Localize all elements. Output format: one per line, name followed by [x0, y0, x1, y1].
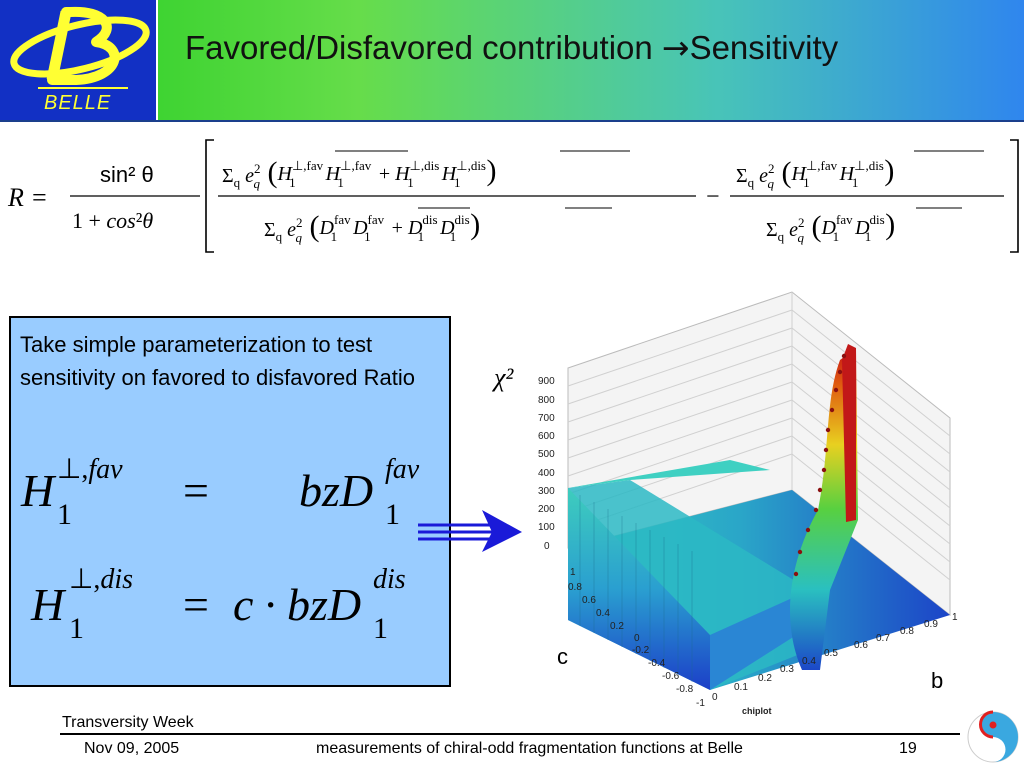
- svg-text:⊥,fav: ⊥,fav: [57, 454, 123, 485]
- z-tick: 200: [538, 504, 555, 515]
- b-tick: 0.1: [734, 682, 748, 693]
- formula-minus: −: [706, 184, 720, 210]
- c-tick: -0.8: [676, 684, 694, 695]
- b-tick: 0.3: [780, 664, 794, 675]
- b-tick: 0.4: [802, 656, 816, 667]
- x-axis-title: chiplot: [742, 706, 772, 716]
- svg-text:bzD: bzD: [287, 579, 361, 630]
- svg-text:1: 1: [69, 612, 84, 645]
- svg-text:=: =: [183, 465, 209, 516]
- b-tick: 0.9: [924, 619, 938, 630]
- svg-text:H: H: [20, 465, 57, 516]
- z-tick: 400: [538, 468, 555, 479]
- footer-event: Transversity Week: [62, 714, 194, 731]
- svg-text:c: c: [233, 579, 253, 630]
- z-tick: 600: [538, 431, 555, 442]
- formula-term2-num: Σq e2 q (H⊥,fav 1 H⊥,dis 1): [736, 154, 894, 191]
- b-tick: 0.5: [824, 648, 838, 659]
- c-tick: -0.4: [648, 658, 666, 669]
- slide-title-arrow: →: [661, 28, 690, 67]
- z-tick: 500: [538, 449, 555, 460]
- c-tick: 1: [570, 567, 576, 578]
- belle-logo-text: BELLE: [44, 92, 112, 114]
- parameterization-box: Take simple parameterization to test sen…: [9, 316, 451, 687]
- c-tick: 0.2: [610, 621, 624, 632]
- b-axis-ticks: 0 0.1 0.2 0.3 0.4 0.5 0.6 0.7 0.8 0.9 1: [712, 612, 958, 703]
- surface-floor: [568, 460, 950, 690]
- c-axis-ticks: 1 0.8 0.6 0.4 0.2 0 -0.2 -0.4 -0.6 -0.8 …: [568, 567, 705, 709]
- b-tick: 0.6: [854, 640, 868, 651]
- double-arrow-icon: [418, 510, 522, 552]
- slide-title-tail: Sensitivity: [689, 29, 839, 66]
- z-tick: 300: [538, 486, 555, 497]
- svg-text:=: =: [183, 579, 209, 630]
- b-tick: 0.2: [758, 673, 772, 684]
- svg-text:1: 1: [373, 612, 388, 645]
- slide-title-main: Favored/Disfavored contribution: [185, 29, 662, 66]
- c-tick: -0.2: [632, 645, 650, 656]
- c-axis-label: c: [557, 644, 568, 669]
- parameterization-text: Take simple parameterization to test sen…: [20, 332, 415, 390]
- svg-text:1: 1: [57, 498, 72, 531]
- b-tick: 0.7: [876, 633, 890, 644]
- surface-ridge: [790, 344, 858, 670]
- formula-term1-num: Σq e2 q (H⊥,fav 1 H⊥,fav 1 + H⊥,dis 1 H⊥,dis 1): [222, 154, 497, 191]
- formula-term1-den: Σq e2 q (Dfav 1 Dfav 1 + Ddis 1 Ddis 1): [264, 208, 480, 245]
- header-bar: BELLE Favored/Disfavored contribution →S…: [0, 0, 1024, 122]
- c-tick: 0.6: [582, 595, 596, 606]
- b-tick: 1: [952, 612, 958, 623]
- formula-lhs: R =: [7, 183, 48, 212]
- svg-text:⊥,dis: ⊥,dis: [69, 564, 133, 595]
- b-tick: 0: [712, 692, 718, 703]
- z-axis-ticks: 900 800 700 600 500 400 300 200 100 0: [538, 376, 555, 552]
- svg-text:1: 1: [385, 498, 400, 531]
- c-tick: -0.6: [662, 671, 680, 682]
- z-tick: 100: [538, 522, 555, 533]
- belle-b-icon: [10, 6, 150, 89]
- c-tick: 0.8: [568, 582, 582, 593]
- z-tick: 0: [544, 541, 550, 552]
- belle-logo: BELLE: [0, 0, 158, 120]
- svg-text:dis: dis: [373, 564, 406, 595]
- plot-gridlines: [567, 292, 951, 581]
- svg-text:H: H: [30, 579, 67, 630]
- z-tick: 900: [538, 376, 555, 387]
- formula-term2-den: Σq e2 q (Dfav 1 Ddis 1): [766, 208, 895, 245]
- conference-logo-icon: [967, 710, 1019, 763]
- formula-prefactor-den: 1 + cos²θ: [72, 208, 153, 233]
- z-axis-label: χ²: [491, 363, 514, 392]
- page-number: 19: [899, 740, 917, 757]
- svg-text:fav: fav: [385, 454, 420, 485]
- formula-prefactor-num: sin² θ: [100, 162, 154, 187]
- z-tick: 800: [538, 395, 555, 406]
- z-tick: 700: [538, 413, 555, 424]
- svg-text:bzD: bzD: [299, 465, 373, 516]
- footer-date: Nov 09, 2005: [84, 740, 180, 757]
- c-tick: 0.4: [596, 608, 610, 619]
- b-axis-label: b: [931, 668, 944, 693]
- favored-equation: H ⊥,fav 1 = bzD fav 1: [20, 454, 420, 531]
- ratio-formula: R = sin² θ 1 + cos²θ Σq e2 q (H⊥,fav 1 H⊥,f…: [7, 139, 1019, 253]
- footer-divider: [60, 733, 960, 735]
- chi2-surface-plot: χ² 900 800 700 600 500 400 300 200 100 0…: [491, 291, 958, 716]
- c-tick: -1: [696, 698, 705, 709]
- slide-title: Favored/Disfavored contribution →Sensiti…: [185, 28, 838, 67]
- b-tick: 0.8: [900, 626, 914, 637]
- svg-text:·: ·: [263, 579, 278, 630]
- c-tick: 0: [634, 633, 640, 644]
- disfavored-equation: H ⊥,dis 1 = c · bzD dis 1: [30, 564, 406, 645]
- footer-description: measurements of chiral-odd fragmentation…: [316, 740, 743, 757]
